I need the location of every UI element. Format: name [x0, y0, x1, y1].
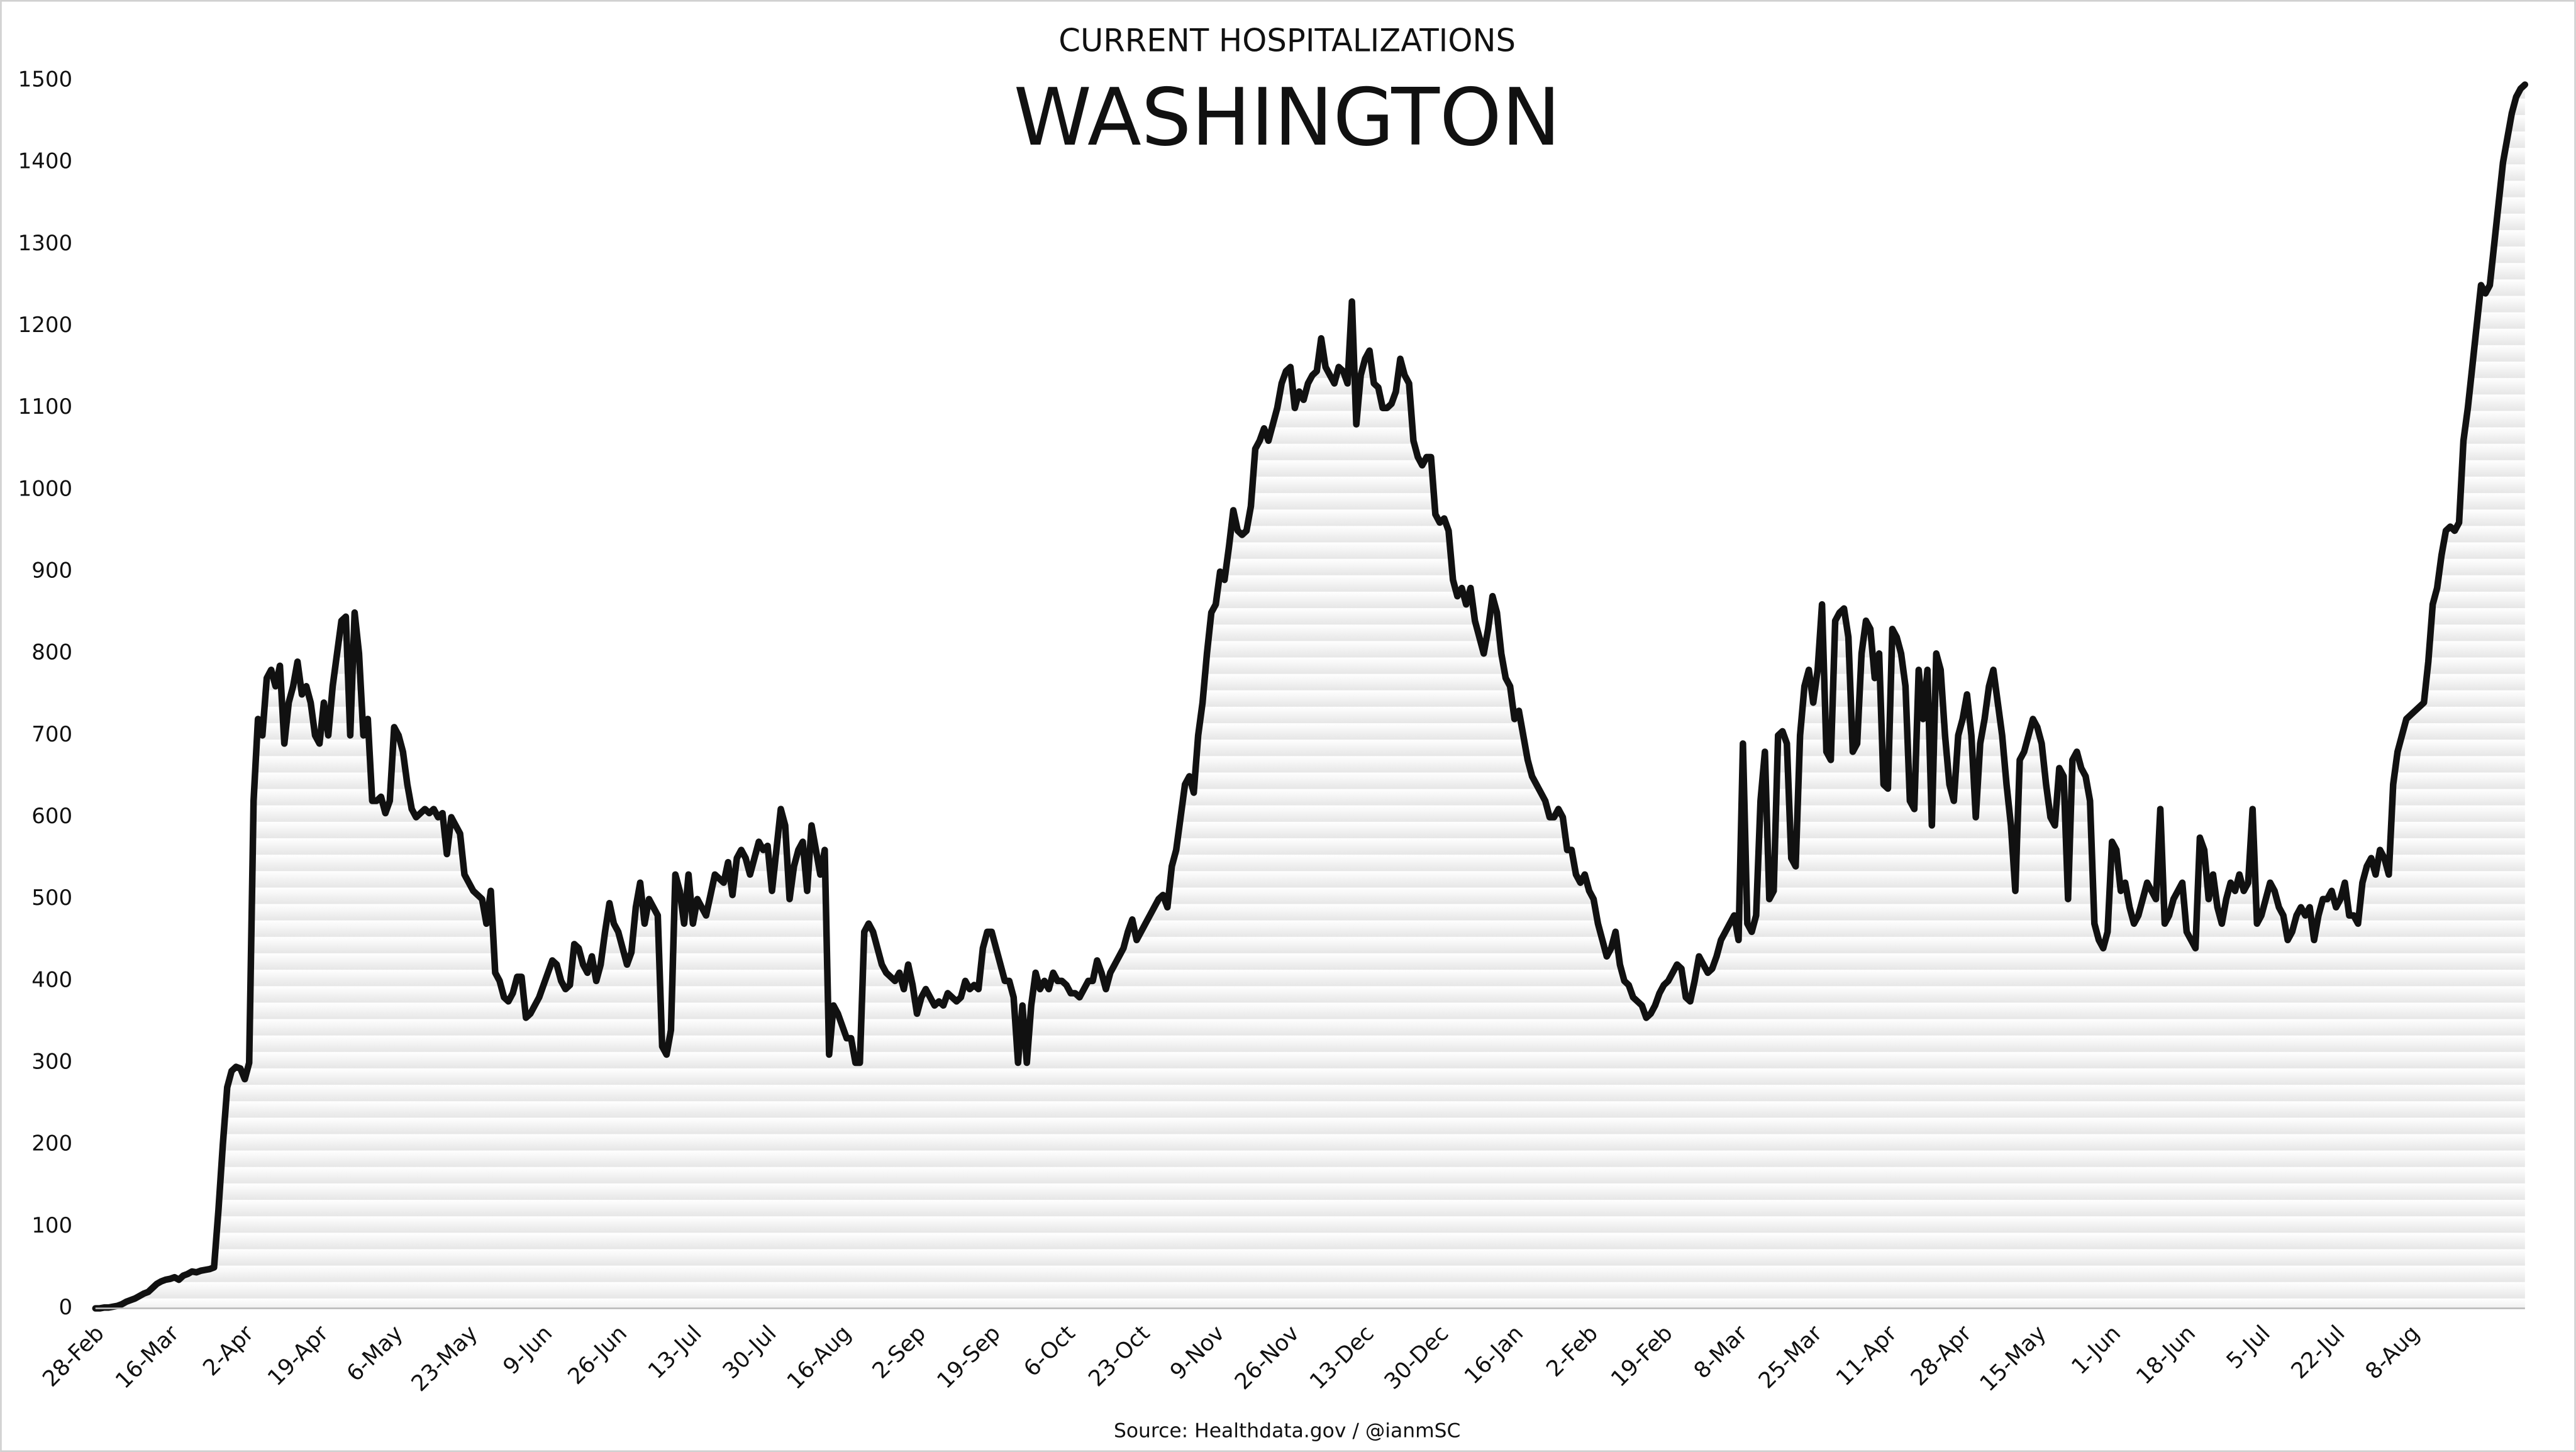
- area: [95, 84, 2525, 1309]
- y-tick-label: 600: [31, 804, 72, 829]
- y-tick-label: 1300: [18, 231, 72, 256]
- y-tick-label: 200: [31, 1131, 72, 1156]
- y-tick-label: 700: [31, 722, 72, 747]
- chart-title: WASHINGTON: [1014, 72, 1561, 163]
- y-tick-label: 1400: [18, 149, 72, 174]
- y-tick-label: 1000: [18, 476, 72, 501]
- line: [92, 81, 2529, 1312]
- source-note: Source: Healthdata.gov / @ianmSC: [1114, 1420, 1460, 1443]
- y-tick-label: 900: [31, 558, 72, 584]
- y-tick-label: 0: [58, 1295, 72, 1320]
- y-tick-label: 300: [31, 1050, 72, 1075]
- y-tick-label: 800: [31, 640, 72, 665]
- y-tick-label: 500: [31, 885, 72, 911]
- chart-header: CURRENT HOSPITALIZATIONS: [1058, 22, 1516, 58]
- y-tick-label: 1100: [18, 394, 72, 419]
- y-tick-label: 400: [31, 967, 72, 992]
- y-tick-label: 1200: [18, 313, 72, 338]
- y-tick-label: 100: [31, 1213, 72, 1238]
- y-tick-label: 1500: [18, 67, 72, 92]
